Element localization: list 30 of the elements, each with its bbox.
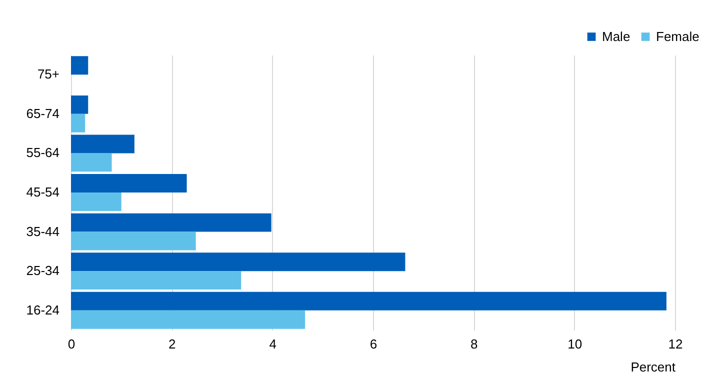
bar bbox=[71, 271, 242, 290]
x-axis-title: Percent bbox=[630, 360, 676, 374]
y-tick-label: 35-44 bbox=[26, 224, 60, 239]
bar bbox=[71, 134, 134, 154]
x-tick-label: 8 bbox=[470, 336, 478, 352]
x-tick-label: 10 bbox=[568, 336, 582, 352]
bar bbox=[71, 292, 666, 310]
y-tick-label: 65-74 bbox=[26, 106, 60, 121]
x-tick-label: 6 bbox=[370, 336, 378, 352]
x-tick-label: 12 bbox=[668, 336, 683, 352]
bar bbox=[71, 192, 122, 211]
y-tick-label: 16-24 bbox=[26, 302, 60, 318]
x-tick-label: 2 bbox=[168, 336, 176, 352]
bar bbox=[71, 114, 86, 132]
bar bbox=[71, 213, 272, 232]
bar bbox=[71, 95, 88, 114]
x-tick-label: 0 bbox=[68, 336, 76, 352]
y-tick-label: 55-64 bbox=[26, 145, 60, 160]
bar bbox=[71, 153, 112, 172]
x-tick-label: 4 bbox=[269, 336, 276, 352]
bar bbox=[71, 252, 406, 272]
bar bbox=[71, 56, 88, 75]
bar bbox=[71, 232, 196, 250]
legend-label: Female bbox=[656, 28, 700, 44]
y-tick-label: 45-54 bbox=[26, 184, 60, 200]
y-tick-label: 75+ bbox=[37, 66, 60, 82]
y-tick-label: 25-34 bbox=[26, 263, 60, 278]
legend-label: Male bbox=[602, 28, 630, 44]
bar bbox=[71, 310, 306, 329]
bar bbox=[71, 174, 187, 192]
